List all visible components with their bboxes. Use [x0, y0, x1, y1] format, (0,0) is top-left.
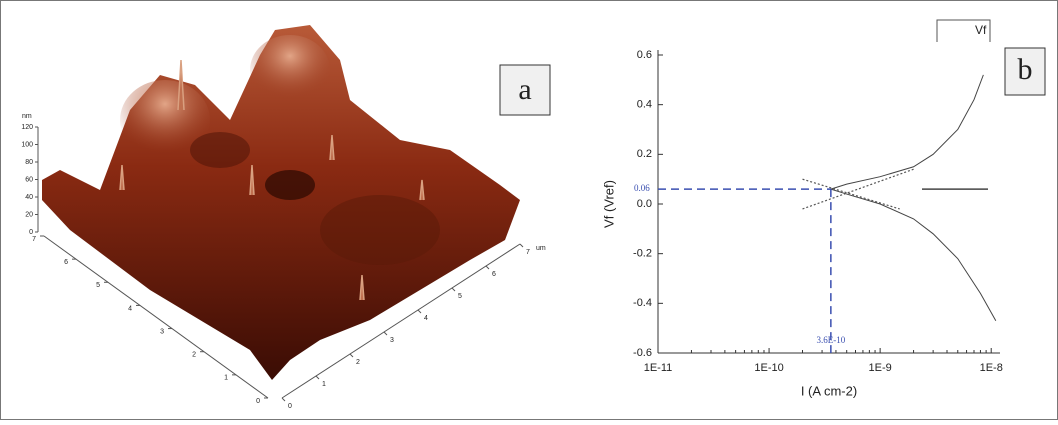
y-tick-label: -0.6	[633, 347, 652, 359]
y-tick-label: -0.4	[633, 297, 652, 309]
y-axis-label: Vf (Vref)	[601, 180, 616, 228]
legend-box	[936, 19, 991, 42]
marker-label: 0.06	[634, 183, 650, 193]
x-axis-label: I (A cm-2)	[801, 383, 857, 398]
y-tick-label: -0.2	[633, 248, 652, 260]
z-tick-label: 80	[25, 159, 33, 166]
x-axis-label: um	[536, 245, 546, 252]
x-tick-label: 1E-9	[869, 362, 892, 374]
y-tick-label: 0	[256, 398, 260, 405]
y-tick-label: 1	[224, 375, 228, 382]
x-tick	[315, 375, 320, 380]
z-tick-label: 100	[21, 141, 33, 148]
panel-label-box	[1004, 47, 1046, 96]
x-tick-label: 1E-8	[980, 362, 1003, 374]
x-tick-label: 3	[390, 337, 394, 344]
x-tick	[485, 265, 490, 270]
panel-label: b	[1018, 53, 1033, 86]
x-tick-label: 2	[356, 359, 360, 366]
x-tick	[519, 243, 524, 248]
y-tick-label: 4	[128, 305, 132, 312]
y-tick-label: 2	[192, 352, 196, 359]
y-tick-label: 0.0	[637, 198, 652, 210]
x-tick	[349, 353, 354, 358]
y-tick-label: 0.2	[637, 148, 652, 160]
z-tick-label: 0	[29, 229, 33, 236]
x-tick	[383, 331, 388, 336]
afm-surface	[42, 25, 520, 380]
x-tick-label: 1	[322, 381, 326, 388]
legend-label: Vf	[975, 23, 987, 37]
z-tick-label: 40	[25, 194, 33, 201]
data-line	[830, 74, 997, 321]
x-tick-label: 7	[526, 249, 530, 256]
x-tick-label: 4	[424, 315, 428, 322]
x-tick-label: 0	[288, 403, 292, 410]
x-tick	[451, 287, 456, 292]
y-tick-label: 7	[32, 236, 36, 243]
y-tick-label: 6	[64, 259, 68, 266]
z-axis-label: nm	[22, 113, 32, 120]
tafel-fit	[802, 178, 900, 210]
marker-label: 3.6E-10	[816, 335, 845, 345]
panel-label: a	[518, 73, 531, 106]
x-tick	[281, 397, 286, 402]
x-tick-label: 1E-10	[754, 362, 783, 374]
y-tick-label: 0.4	[637, 99, 652, 111]
x-tick-label: 5	[458, 293, 462, 300]
x-tick-label: 1E-11	[644, 362, 673, 374]
panel-label-box	[499, 64, 551, 116]
y-tick-label: 3	[160, 328, 164, 335]
y-tick-label: 0.6	[637, 49, 652, 61]
z-tick-label: 120	[21, 124, 33, 131]
x-tick-label: 6	[492, 271, 496, 278]
z-tick-label: 20	[25, 211, 33, 218]
x-tick	[417, 309, 422, 314]
z-tick-label: 60	[25, 176, 33, 183]
y-tick-label: 5	[96, 282, 100, 289]
